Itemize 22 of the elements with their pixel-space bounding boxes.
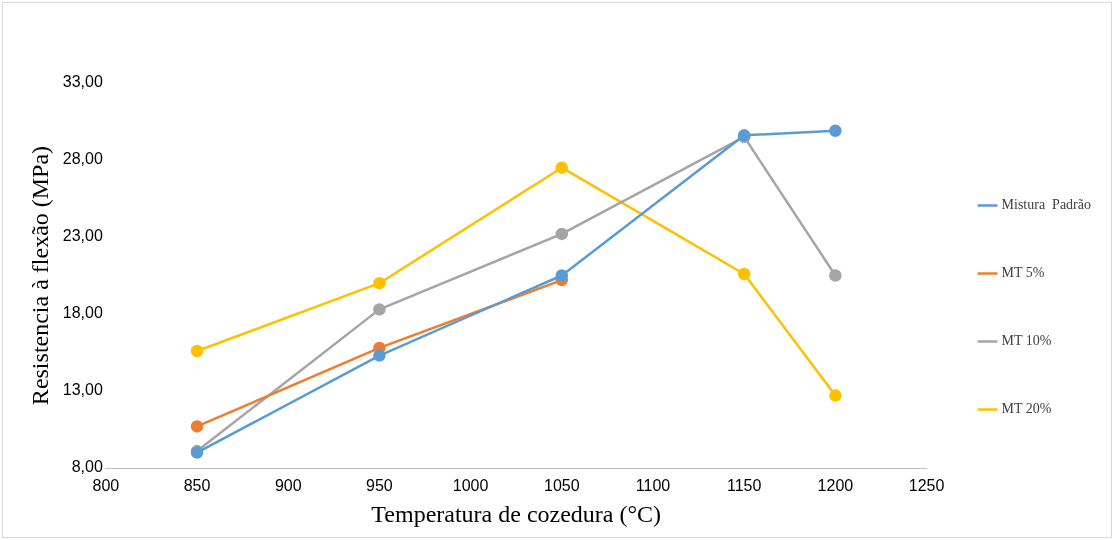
x-tick-label: 1050: [544, 477, 580, 495]
y-tick-label: 8,00: [71, 458, 103, 476]
x-tick-label: 950: [366, 477, 393, 495]
x-tick-label: 1150: [726, 477, 762, 495]
legend-label: MT 20%: [1001, 401, 1052, 417]
y-tick-label: 18,00: [62, 304, 103, 322]
x-tick-label: 1100: [635, 477, 671, 495]
x-tick-label: 800: [92, 477, 120, 495]
legend-label: Mistura Padrão: [1001, 197, 1092, 213]
y-axis-title: Resistencia à flexão (MPa): [26, 145, 53, 406]
y-tick-label: 28,00: [62, 150, 103, 168]
x-tick-label: 1200: [817, 477, 854, 495]
legend-label: MT 5%: [1001, 265, 1045, 281]
x-tick-label: 900: [274, 477, 302, 495]
x-tick-label: 1250: [908, 477, 945, 495]
y-tick-label: 13,00: [62, 381, 103, 399]
y-tick-label: 23,00: [62, 227, 103, 245]
y-tick-label: 33,00: [62, 73, 103, 91]
x-axis-title: Temperatura de cozedura (°C): [371, 500, 662, 527]
x-tick-label: 850: [183, 477, 211, 495]
legend-label: MT 10%: [1001, 333, 1052, 349]
x-tick-label: 1000: [452, 477, 489, 495]
